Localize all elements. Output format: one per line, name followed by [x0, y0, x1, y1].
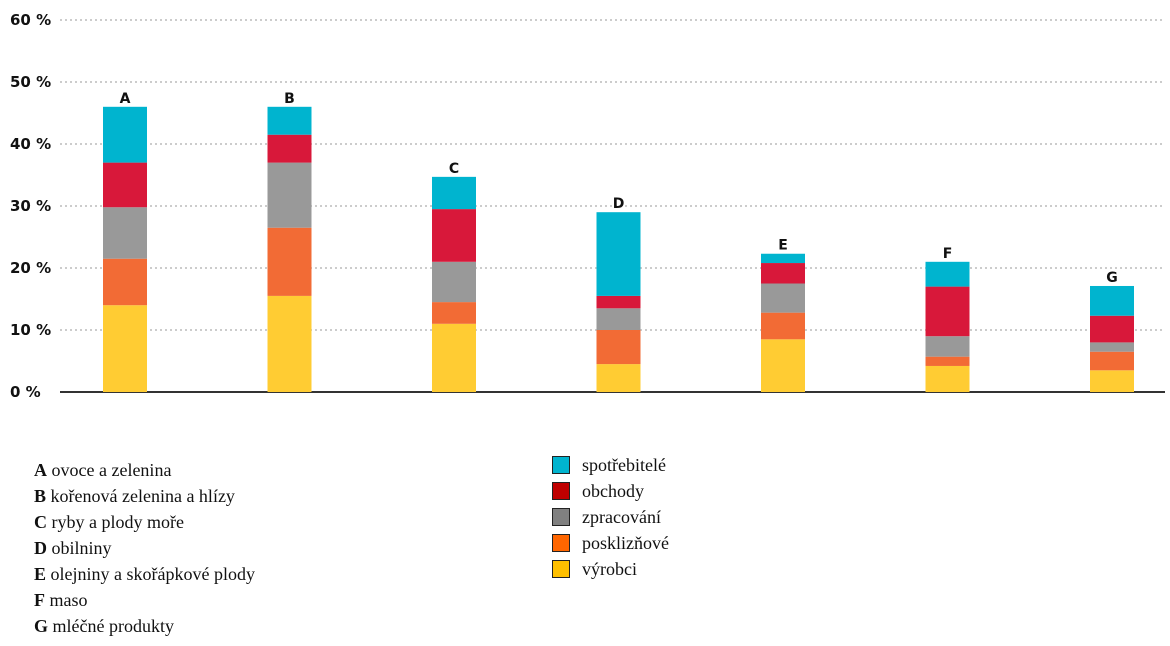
- category-legend-item: F maso: [34, 587, 255, 613]
- bar-segment: [596, 308, 641, 330]
- legend-swatch: [552, 560, 570, 578]
- bar-segment: [1090, 285, 1134, 316]
- series-name: posklizňové: [582, 532, 669, 553]
- series-name: spotřebitelé: [582, 454, 666, 475]
- bar-segment: [1090, 351, 1134, 371]
- bar-segment: [103, 258, 147, 306]
- category-letter: C: [34, 512, 47, 532]
- category-name: ovoce a zelenina: [51, 460, 172, 480]
- bar-segment: [103, 207, 147, 259]
- bar-category-label: A: [120, 91, 131, 107]
- bar-segment: [267, 295, 312, 392]
- category-letter: D: [34, 538, 47, 558]
- bar-category-label: G: [1106, 270, 1118, 286]
- bar-segment: [432, 209, 476, 262]
- category-name: kořenová zelenina a hlízy: [50, 486, 235, 506]
- category-name: obilniny: [51, 538, 112, 558]
- category-legend-item: D obilniny: [34, 535, 255, 561]
- legend-swatch: [552, 534, 570, 552]
- bar-segment: [267, 227, 312, 296]
- bar-segment: [596, 295, 641, 309]
- category-name: maso: [49, 590, 88, 610]
- y-tick-label: 50 %: [10, 73, 51, 91]
- bar-segment: [1090, 342, 1134, 352]
- bar-segment: [761, 253, 805, 264]
- category-legend-item: A ovoce a zelenina: [34, 457, 255, 483]
- bar-segment: [432, 323, 476, 392]
- bar-segment: [761, 283, 805, 313]
- stacked-bar-chart: 0 % 10 % 20 % 30 % 40 % 50 % 60 % A B C D E F G: [10, 11, 1165, 401]
- category-letter: F: [34, 590, 45, 610]
- category-legend-item: E olejniny a skořápkové plody: [34, 561, 255, 587]
- series-name: obchody: [582, 480, 644, 501]
- series-legend-item: spotřebitelé: [552, 452, 669, 478]
- y-tick-label: 0 %: [10, 383, 41, 401]
- y-tick-label: 60 %: [10, 11, 51, 29]
- series-legend-item: výrobci: [552, 556, 669, 582]
- category-legend-item: G mléčné produkty: [34, 613, 255, 639]
- category-letter: G: [34, 616, 49, 636]
- category-name: olejniny a skořápkové plody: [50, 564, 255, 584]
- category-name: mléčné produkty: [52, 616, 174, 636]
- category-legend-item: C ryby a plody moře: [34, 509, 255, 535]
- bar-segment: [596, 330, 641, 365]
- bar-segment: [103, 305, 147, 392]
- bar-category-label: E: [778, 238, 788, 254]
- legend-swatch: [552, 482, 570, 500]
- bar-segment: [267, 162, 312, 228]
- bar-segment: [432, 261, 476, 303]
- series-legend: spotřebitelé obchody zpracování posklizň…: [552, 452, 669, 582]
- y-tick-label: 40 %: [10, 135, 51, 153]
- y-tick-label: 10 %: [10, 321, 51, 339]
- bar-category-label: C: [449, 161, 459, 177]
- bar-segment: [432, 302, 476, 324]
- category-name: ryby a plody moře: [51, 512, 184, 532]
- category-letter: E: [34, 564, 47, 584]
- bar-segment: [761, 339, 805, 392]
- bar-segment: [267, 106, 312, 135]
- bar-segment: [925, 261, 970, 287]
- bar-category-label: D: [613, 196, 625, 212]
- bar-segment: [596, 364, 641, 392]
- bar-segment: [596, 212, 641, 296]
- series-name: výrobci: [582, 558, 637, 579]
- category-letter: B: [34, 486, 47, 506]
- bar-segment: [103, 162, 147, 208]
- series-name: zpracování: [582, 506, 661, 527]
- bar-segment: [925, 356, 970, 366]
- bar-category-label: B: [284, 91, 295, 107]
- bar-segment: [761, 312, 805, 340]
- bar-segment: [267, 134, 312, 163]
- bar-segment: [432, 176, 476, 210]
- bar-segment: [925, 286, 970, 337]
- category-legend: A ovoce a zelenina B kořenová zelenina a…: [34, 457, 255, 639]
- category-legend-item: B kořenová zelenina a hlízy: [34, 483, 255, 509]
- y-tick-label: 20 %: [10, 259, 51, 277]
- bar-segment: [925, 365, 970, 392]
- series-legend-item: obchody: [552, 478, 669, 504]
- bar-category-label: F: [943, 246, 953, 262]
- category-letter: A: [34, 460, 47, 480]
- series-legend-item: posklizňové: [552, 530, 669, 556]
- series-legend-item: zpracování: [552, 504, 669, 530]
- y-tick-label: 30 %: [10, 197, 51, 215]
- bar-segment: [103, 106, 147, 163]
- bar-segment: [1090, 315, 1134, 343]
- bar-segment: [1090, 370, 1134, 392]
- bar-segment: [761, 263, 805, 284]
- bar-segment: [925, 336, 970, 357]
- legend-swatch: [552, 456, 570, 474]
- legend-swatch: [552, 508, 570, 526]
